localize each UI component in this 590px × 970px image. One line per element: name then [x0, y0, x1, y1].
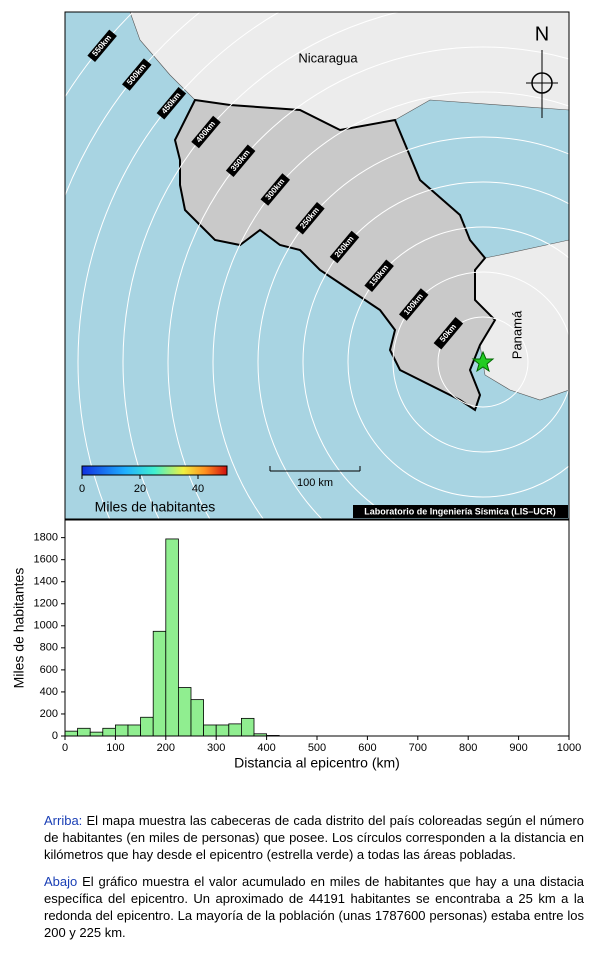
x-tick-label: 700: [409, 742, 427, 754]
x-tick-label: 500: [308, 742, 326, 754]
notes: Arriba: El mapa muestra las cabeceras de…: [44, 812, 584, 951]
y-tick-label: 1600: [34, 554, 58, 566]
bar: [203, 724, 217, 737]
x-tick-label: 200: [157, 742, 175, 754]
distance-ring: [257, 136, 569, 519]
note-text: El mapa muestra las cabeceras de cada di…: [44, 813, 584, 862]
y-tick-label: 0: [52, 730, 58, 742]
bar: [152, 630, 167, 737]
ring-label-box: [364, 259, 394, 293]
distance-ring: [167, 46, 569, 519]
y-tick-label: 600: [40, 664, 58, 676]
note-lead: Abajo: [44, 874, 78, 889]
bar: [127, 724, 141, 737]
bar: [215, 724, 230, 737]
bar: [64, 730, 78, 737]
y-tick-label: 800: [40, 642, 58, 654]
y-tick-label: 1800: [34, 532, 58, 544]
x-tick-label: 100: [106, 742, 124, 754]
map: 50km100km150km200km250km300km350km400km4…: [65, 12, 569, 519]
x-tick-label: 400: [257, 742, 275, 754]
colorbar-tick-label: 0: [79, 483, 85, 495]
epicenter-star: [471, 350, 495, 373]
x-tick-label: 900: [509, 742, 527, 754]
country-label: Nicaragua: [298, 50, 358, 65]
x-tick-label: 1000: [557, 742, 581, 754]
ring-label-box: [156, 87, 187, 120]
distance-ring: [122, 12, 569, 519]
x-tick-label: 800: [459, 742, 477, 754]
x-axis-title: Distancia al epicentro (km): [234, 755, 400, 771]
colorbar-label: Miles de habitantes: [95, 499, 216, 515]
ring-label-box: [87, 29, 117, 63]
distance-ring: [212, 91, 569, 519]
y-axis-title: Miles de habitantes: [11, 568, 27, 689]
bar: [240, 717, 255, 737]
y-tick-label: 400: [40, 686, 58, 698]
distance-ring: [392, 271, 569, 453]
distance-ring: [437, 316, 529, 408]
map-frame: [64, 11, 570, 520]
colorbar: [81, 465, 228, 476]
ring-label-box: [433, 317, 464, 350]
distance-ring: [77, 12, 281, 519]
figure: 50km100km150km200km250km300km350km400km4…: [11, 11, 581, 771]
bar: [102, 727, 116, 737]
bar: [140, 716, 154, 737]
ring-label-box: [398, 288, 429, 321]
note-lead: Arriba:: [44, 813, 83, 828]
ring-label-box: [329, 230, 360, 264]
ring-label-box: [122, 58, 152, 91]
ring-label-box: [260, 173, 291, 206]
y-tick-label: 1400: [34, 576, 58, 588]
y-tick-label: 1200: [34, 598, 58, 610]
x-tick-label: 300: [207, 742, 225, 754]
ring-label-box: [295, 202, 325, 235]
bar: [177, 687, 192, 737]
bar: [89, 731, 104, 737]
colorbar-tick-label: 20: [134, 483, 146, 495]
credit: Laboratorio de Ingeniería Sísmica (LIS–U…: [364, 506, 556, 516]
ring-label-box: [191, 115, 221, 149]
note-text: El gráfico muestra el valor acumulado en…: [44, 874, 584, 940]
x-tick-label: 0: [62, 742, 68, 754]
x-tick-label: 600: [358, 742, 376, 754]
y-tick-label: 1000: [34, 620, 58, 632]
bar: [165, 538, 179, 737]
distance-ring: [347, 226, 569, 498]
bar: [228, 723, 242, 737]
note: Arriba: El mapa muestra las cabeceras de…: [44, 812, 584, 863]
bar: [190, 699, 205, 737]
north-label: N: [535, 23, 549, 45]
plot-frame: [64, 519, 570, 737]
note: Abajo El gráfico muestra el valor acumul…: [44, 873, 584, 941]
bar: [115, 724, 129, 737]
country-label: Panamá: [509, 310, 524, 359]
colorbar-tick-label: 40: [192, 483, 204, 495]
scale-bar-label: 100 km: [297, 477, 333, 489]
credit-box: [353, 505, 568, 518]
bar: [77, 727, 91, 737]
distance-ring: [302, 181, 569, 519]
ring-label-box: [225, 144, 256, 178]
y-tick-label: 200: [40, 708, 58, 720]
